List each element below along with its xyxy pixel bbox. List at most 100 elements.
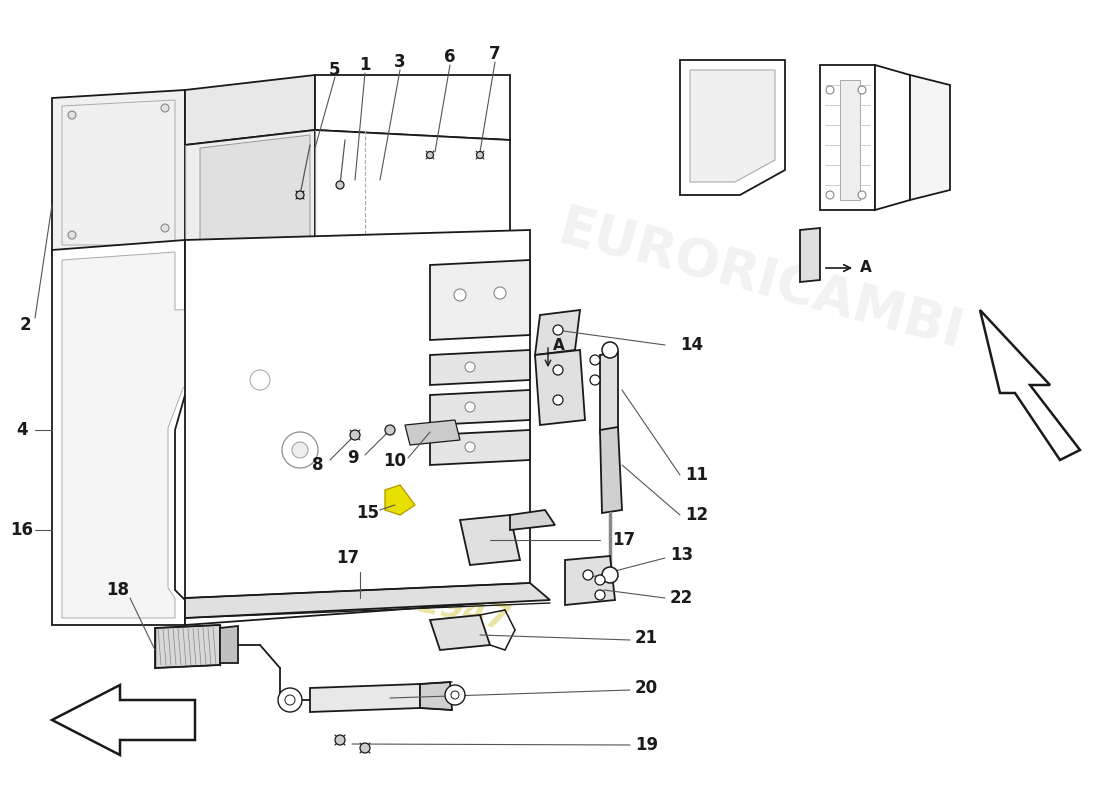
Text: 7: 7 — [490, 45, 500, 63]
Polygon shape — [980, 310, 1080, 460]
Polygon shape — [910, 75, 950, 200]
Circle shape — [250, 370, 270, 390]
Circle shape — [465, 402, 475, 412]
Polygon shape — [315, 130, 510, 305]
Circle shape — [427, 151, 433, 158]
Circle shape — [292, 442, 308, 458]
Circle shape — [595, 590, 605, 600]
Polygon shape — [430, 390, 530, 425]
Text: a passion for: a passion for — [217, 513, 524, 617]
Polygon shape — [800, 228, 820, 282]
Polygon shape — [62, 252, 270, 618]
Text: 18: 18 — [107, 581, 130, 599]
Circle shape — [161, 104, 169, 112]
Polygon shape — [52, 240, 280, 625]
Circle shape — [161, 224, 169, 232]
Polygon shape — [535, 310, 580, 355]
Circle shape — [350, 430, 360, 440]
Polygon shape — [185, 583, 550, 618]
Text: 13: 13 — [670, 546, 693, 564]
Polygon shape — [690, 70, 776, 182]
Text: EURORICAMBI: EURORICAMBI — [552, 201, 968, 359]
Text: 8: 8 — [312, 456, 323, 474]
Circle shape — [826, 86, 834, 94]
Circle shape — [826, 191, 834, 199]
Circle shape — [602, 342, 618, 358]
Text: 10: 10 — [384, 452, 407, 470]
Text: 22: 22 — [670, 589, 693, 607]
Polygon shape — [840, 80, 860, 200]
Text: since 1947: since 1947 — [308, 563, 513, 637]
Circle shape — [68, 231, 76, 239]
Text: 17: 17 — [612, 531, 635, 549]
Circle shape — [602, 567, 618, 583]
Circle shape — [296, 191, 304, 199]
Text: 21: 21 — [635, 629, 658, 647]
Circle shape — [360, 743, 370, 753]
Polygon shape — [155, 625, 220, 668]
Polygon shape — [600, 352, 618, 433]
Text: 9: 9 — [348, 449, 359, 467]
Polygon shape — [430, 615, 490, 650]
Circle shape — [285, 695, 295, 705]
Polygon shape — [52, 90, 185, 255]
Text: 15: 15 — [356, 504, 380, 522]
Text: 6: 6 — [444, 48, 455, 66]
Circle shape — [553, 395, 563, 405]
Circle shape — [590, 355, 600, 365]
Polygon shape — [310, 684, 420, 712]
Polygon shape — [535, 350, 585, 425]
Text: 14: 14 — [680, 336, 703, 354]
Circle shape — [385, 425, 395, 435]
Circle shape — [336, 735, 345, 745]
Polygon shape — [460, 515, 520, 565]
Text: 20: 20 — [635, 679, 658, 697]
Polygon shape — [405, 420, 460, 445]
Text: 17: 17 — [337, 549, 360, 567]
Circle shape — [595, 575, 605, 585]
Polygon shape — [430, 430, 530, 465]
Text: 5: 5 — [329, 61, 341, 79]
Circle shape — [278, 688, 303, 712]
Polygon shape — [600, 427, 621, 513]
Text: 11: 11 — [685, 466, 708, 484]
Polygon shape — [820, 65, 874, 210]
Text: 19: 19 — [635, 736, 658, 754]
Polygon shape — [62, 100, 175, 245]
Text: A: A — [553, 338, 564, 353]
Circle shape — [583, 570, 593, 580]
Circle shape — [282, 432, 318, 468]
Text: 16: 16 — [11, 521, 33, 539]
Circle shape — [553, 365, 563, 375]
Circle shape — [553, 325, 563, 335]
Circle shape — [451, 691, 459, 699]
Polygon shape — [315, 75, 510, 140]
Polygon shape — [185, 230, 530, 625]
Text: A: A — [860, 261, 871, 275]
Circle shape — [494, 287, 506, 299]
Circle shape — [446, 685, 465, 705]
Polygon shape — [874, 65, 910, 210]
Circle shape — [590, 375, 600, 385]
Circle shape — [465, 362, 475, 372]
Circle shape — [454, 289, 466, 301]
Polygon shape — [52, 685, 195, 755]
Text: 1: 1 — [360, 56, 371, 74]
Circle shape — [336, 181, 344, 189]
Polygon shape — [430, 350, 530, 385]
Circle shape — [68, 111, 76, 119]
Polygon shape — [420, 682, 452, 710]
Polygon shape — [200, 135, 310, 305]
Polygon shape — [565, 556, 615, 605]
Circle shape — [858, 191, 866, 199]
Text: 3: 3 — [394, 53, 406, 71]
Polygon shape — [220, 626, 238, 663]
Text: 4: 4 — [16, 421, 28, 439]
Text: 12: 12 — [685, 506, 708, 524]
Polygon shape — [185, 130, 315, 310]
Polygon shape — [430, 260, 530, 340]
Polygon shape — [185, 75, 315, 145]
Polygon shape — [510, 510, 556, 530]
Polygon shape — [680, 60, 785, 195]
Text: 2: 2 — [19, 316, 31, 334]
